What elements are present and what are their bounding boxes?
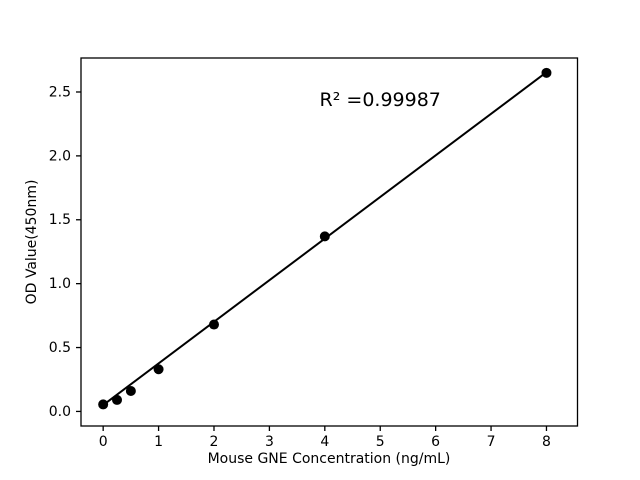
y-tick-label: 1.0 <box>49 276 71 292</box>
x-tick-label: 0 <box>99 434 108 450</box>
y-axis-ticks: 0.0 0.5 1.0 1.5 2.0 2.5 <box>49 84 81 420</box>
data-point <box>98 399 109 410</box>
data-point <box>125 385 136 396</box>
x-tick-label: 2 <box>210 434 219 450</box>
data-point <box>319 231 330 242</box>
y-tick-label: 2.5 <box>49 84 71 100</box>
plot-area-frame <box>80 57 579 427</box>
y-tick-label: 2.0 <box>49 148 71 164</box>
y-tick-label: 0.5 <box>49 340 71 356</box>
x-axis-ticks: 0 1 2 3 4 5 6 7 8 <box>99 426 551 450</box>
data-points <box>98 67 552 410</box>
x-tick-label: 6 <box>431 434 440 450</box>
x-axis-label: Mouse GNE Concentration (ng/mL) <box>208 451 451 467</box>
data-point <box>541 67 552 78</box>
data-point <box>153 364 164 375</box>
y-axis-label: OD Value(450nm) <box>24 180 40 305</box>
x-tick-label: 1 <box>154 434 163 450</box>
x-tick-label: 7 <box>487 434 496 450</box>
x-tick-label: 5 <box>376 434 385 450</box>
x-tick-label: 4 <box>320 434 329 450</box>
y-tick-label: 0.0 <box>49 404 71 420</box>
y-tick-label: 1.5 <box>49 212 71 228</box>
x-tick-label: 8 <box>542 434 551 450</box>
data-point <box>112 394 123 405</box>
r-squared-annotation: R² =0.99987 <box>320 89 441 111</box>
data-point <box>208 319 219 330</box>
x-tick-label: 3 <box>265 434 274 450</box>
